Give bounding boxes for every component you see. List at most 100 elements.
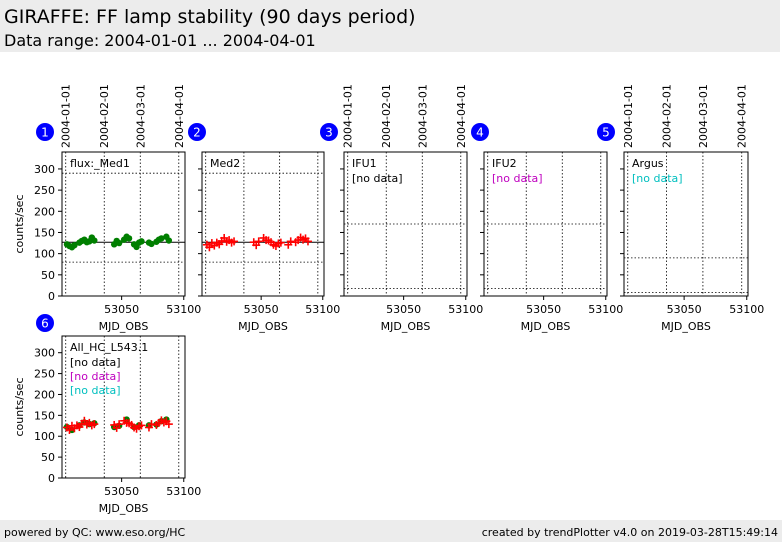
panel-badge-number: 4 [476,126,484,140]
x-axis-label: MJD_OBS [521,320,571,333]
data-point [164,420,173,429]
data-point [137,421,146,430]
panel-label: IFU2 [492,157,517,170]
date-tick-label: 2004-03-01 [134,84,147,148]
data-point [165,237,173,244]
no-data-label: [no data] [492,172,543,185]
y-tick-label: 300 [34,347,55,360]
y-tick-label: 200 [34,388,55,401]
y-tick-label: 150 [34,226,55,239]
panel-badge-number: 3 [325,126,333,140]
panel-2: 53050 53100 MJD_OBS Med2 2 [188,123,340,333]
footer-created-by: created by trendPlotter v4.0 on 2019-03-… [481,526,778,539]
x-axis-label: MJD_OBS [99,502,149,515]
y-tick-label: 100 [34,430,55,443]
x-tick-label: 53100 [305,303,340,316]
y-tick-label: 0 [48,472,55,485]
header-bar: GIRAFFE: FF lamp stability (90 days peri… [0,0,780,52]
y-tick-label: 200 [34,205,55,218]
page-subtitle: Data range: 2004-01-01 ... 2004-04-01 [4,31,316,50]
data-point [254,237,263,246]
data-point [286,237,295,246]
panel-frame [61,151,186,297]
date-tick-label: 2004-04-01 [455,84,468,148]
data-point [115,239,123,247]
x-axis-label: MJD_OBS [381,320,431,333]
x-tick-label: 53050 [667,303,702,316]
panel-1: 53050 53100 MJD_OBS 0 50 100 150 200 250 300 count… [13,84,201,333]
panel-label: Med2 [210,157,240,170]
panel-5: 53050 53100 MJD_OBS 2004-01-01 2004-02-01 200… [597,84,764,333]
date-tick-label: 2004-02-01 [380,84,393,148]
panel-badge [471,123,489,141]
page-title: GIRAFFE: FF lamp stability (90 days peri… [4,6,416,28]
y-tick-label: 250 [34,184,55,197]
y-tick-label: 0 [48,290,55,303]
panel-badge-number: 5 [602,126,610,140]
no-data-label: [no data] [70,370,121,383]
footer-powered-by: powered by QC: www.eso.org/HC [4,526,186,539]
y-axis-label: counts/sec [13,194,26,253]
date-tick-label: 2004-04-01 [173,84,186,148]
x-tick-label: 53050 [386,303,421,316]
x-tick-label: 53050 [244,303,279,316]
data-point [148,240,155,248]
chart-area: 53050 53100MJD_OBS050100150200250300count… [13,84,764,515]
date-tick-label: 2004-03-01 [416,84,429,148]
panel-6: 53050 53100 MJD_OBS 0 50 100 150 200 250 300 count… [13,314,201,515]
no-data-label: [no data] [70,384,121,397]
data-point [303,237,312,246]
data-point [90,420,99,429]
panel-frame [61,335,186,479]
date-tick-label: 2004-02-01 [98,84,111,148]
data-point [205,243,214,252]
no-data-label: [no data] [70,356,121,369]
x-tick-label: 53050 [104,303,139,316]
panel-badge [597,123,615,141]
data-point [115,420,124,429]
date-tick-label: 2004-02-01 [661,84,674,148]
data-point [147,420,156,429]
data-point [138,238,145,245]
y-tick-label: 300 [34,163,55,176]
x-tick-label: 53100 [729,303,764,316]
data-point [158,235,165,242]
data-point [71,241,78,249]
data-point [91,237,98,244]
panel-badge [36,314,54,332]
y-tick-label: 150 [34,409,55,422]
panel-label: flux:_Med1 [70,157,130,170]
x-tick-label: 53100 [166,303,201,316]
footer-bar: powered by QC: www.eso.org/HC created by… [0,520,782,542]
y-tick-label: 50 [41,269,55,282]
x-tick-label: 53050 [104,485,139,498]
date-tick-label: 2004-01-01 [622,84,635,148]
panel-label: Argus [632,157,664,170]
panel-badge-number: 2 [193,126,201,140]
panel-label: All_HC_L543.1 [70,341,148,354]
panel-badge [188,123,206,141]
x-tick-label: 53100 [166,485,201,498]
y-axis-label: counts/sec [13,377,26,436]
panel-badge [36,123,54,141]
x-axis-label: MJD_OBS [99,320,149,333]
y-tick-label: 250 [34,368,55,381]
y-tick-label: 50 [41,451,55,464]
date-tick-label: 2004-01-01 [342,84,355,148]
panel-badge-number: 6 [41,317,49,331]
data-point [276,238,285,247]
panel-badge [320,123,338,141]
date-tick-label: 2004-04-01 [736,84,749,148]
no-data-label: [no data] [352,172,403,185]
panel-label: IFU1 [352,157,377,170]
data-point [65,425,74,434]
panel-frame [201,151,325,297]
date-tick-label: 2004-01-01 [60,84,73,148]
panel-4: 53050 53100 MJD_OBS IFU2 [no data] 4 [471,123,623,333]
x-tick-label: 53100 [448,303,483,316]
panel-3: 53050 53100 MJD_OBS 2004-01-01 2004-02-01 200… [320,84,483,333]
data-point [125,235,133,242]
x-tick-label: 53100 [588,303,623,316]
date-tick-label: 2004-03-01 [697,84,710,148]
panel-frame [623,151,749,297]
